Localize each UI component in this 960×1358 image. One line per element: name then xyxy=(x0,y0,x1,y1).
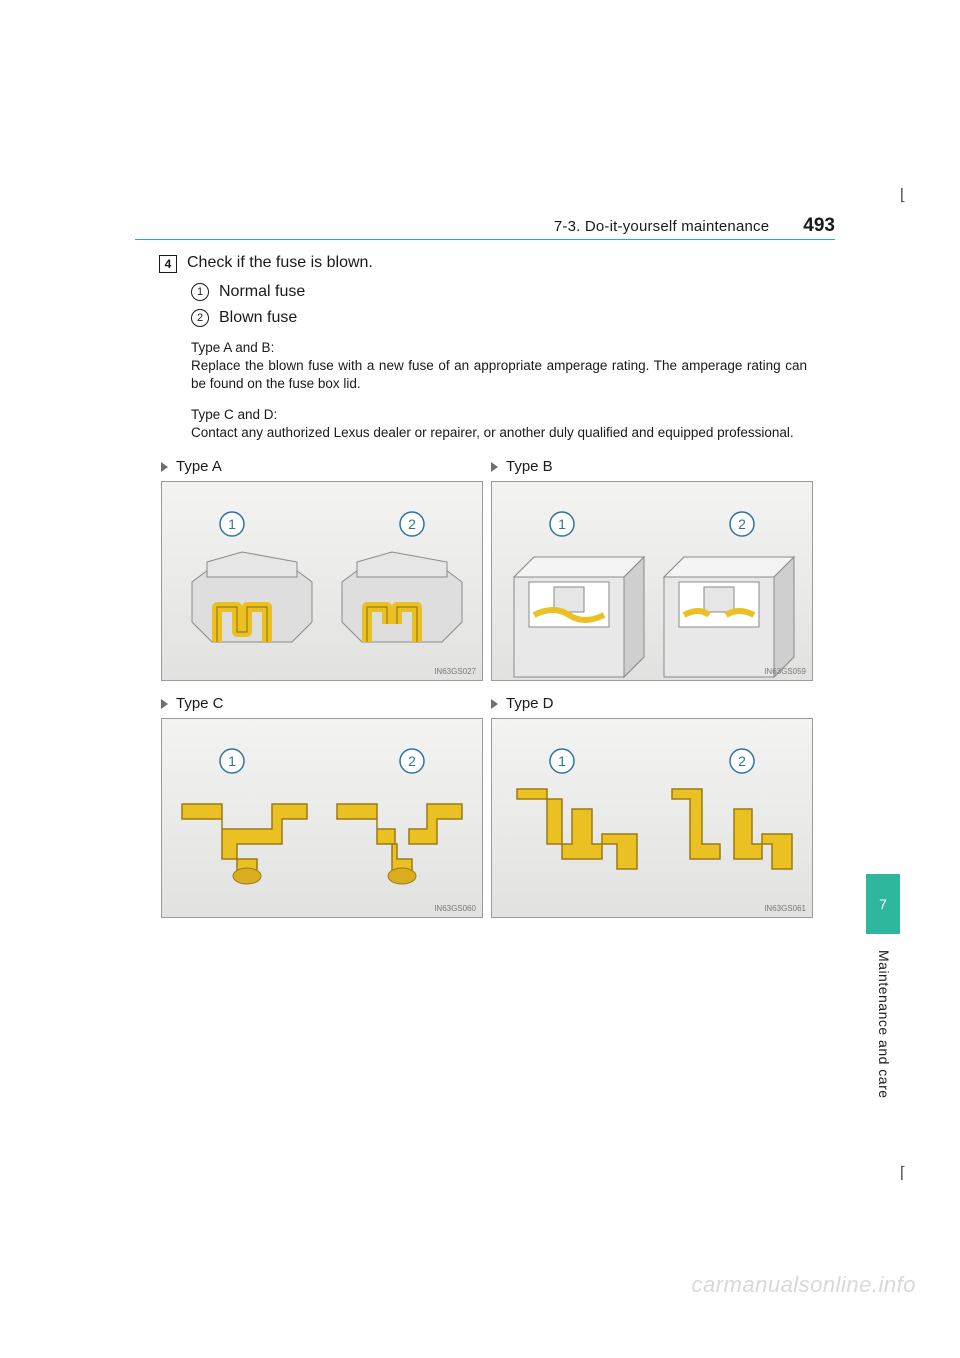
note-head: Type A and B: xyxy=(191,339,807,357)
legend-item: 2 Blown fuse xyxy=(191,309,835,327)
figure-type-a: Type A xyxy=(161,452,483,681)
svg-text:2: 2 xyxy=(408,753,416,769)
crop-mark-left-bracket: ⌊ xyxy=(900,185,906,205)
svg-text:2: 2 xyxy=(738,516,746,532)
main-content: 7-3. Do-it-yourself maintenance 493 4 Ch… xyxy=(135,215,835,926)
triangle-icon xyxy=(161,462,168,472)
note-body: Contact any authorized Lexus dealer or r… xyxy=(191,425,794,440)
step-text: Check if the fuse is blown. xyxy=(187,254,373,272)
legend-item: 1 Normal fuse xyxy=(191,283,835,301)
note-type-cd: Type C and D: Contact any authorized Lex… xyxy=(191,406,807,442)
figure-grid: Type A xyxy=(161,452,813,918)
figure-label: Type A xyxy=(176,458,222,475)
svg-text:1: 1 xyxy=(228,753,236,769)
page-number: 493 xyxy=(803,215,835,237)
legend-badge-1: 1 xyxy=(191,283,209,301)
figure-label: Type C xyxy=(176,695,224,712)
figure-frame: 1 2 IN63GS061 xyxy=(491,718,813,918)
figure-label: Type B xyxy=(506,458,553,475)
figure-type-c: Type C xyxy=(161,689,483,918)
step-row: 4 Check if the fuse is blown. xyxy=(159,254,835,273)
figure-code: IN63GS060 xyxy=(434,904,476,913)
page-header: 7-3. Do-it-yourself maintenance 493 xyxy=(135,215,835,240)
svg-text:2: 2 xyxy=(738,753,746,769)
chapter-label: Maintenance and care xyxy=(876,950,892,1099)
watermark: carmanualsonline.info xyxy=(691,1272,916,1298)
svg-text:1: 1 xyxy=(558,753,566,769)
triangle-icon xyxy=(491,462,498,472)
legend-text: Blown fuse xyxy=(219,309,297,327)
figure-frame: 1 2 IN63GS060 xyxy=(161,718,483,918)
badge-1: 1 xyxy=(228,516,236,532)
figure-label: Type D xyxy=(506,695,554,712)
figure-frame: 1 2 IN63GS027 xyxy=(161,481,483,681)
legend-badge-2: 2 xyxy=(191,309,209,327)
triangle-icon xyxy=(491,699,498,709)
badge-2: 2 xyxy=(408,516,416,532)
note-type-ab: Type A and B: Replace the blown fuse wit… xyxy=(191,339,807,394)
figure-type-b: Type B xyxy=(491,452,813,681)
note-body: Replace the blown fuse with a new fuse o… xyxy=(191,358,807,391)
crop-mark-right-bracket: ⌈ xyxy=(900,1163,906,1183)
step-number-box: 4 xyxy=(159,255,177,273)
figure-code: IN63GS059 xyxy=(764,667,806,676)
figure-code: IN63GS027 xyxy=(434,667,476,676)
chapter-number: 7 xyxy=(879,896,887,912)
svg-text:1: 1 xyxy=(558,516,566,532)
figure-code: IN63GS061 xyxy=(764,904,806,913)
legend-text: Normal fuse xyxy=(219,283,305,301)
section-title: 7-3. Do-it-yourself maintenance xyxy=(554,218,769,235)
figure-type-d: Type D xyxy=(491,689,813,918)
note-head: Type C and D: xyxy=(191,406,807,424)
chapter-tab: 7 xyxy=(866,874,900,934)
figure-frame: 1 2 IN63GS059 xyxy=(491,481,813,681)
triangle-icon xyxy=(161,699,168,709)
